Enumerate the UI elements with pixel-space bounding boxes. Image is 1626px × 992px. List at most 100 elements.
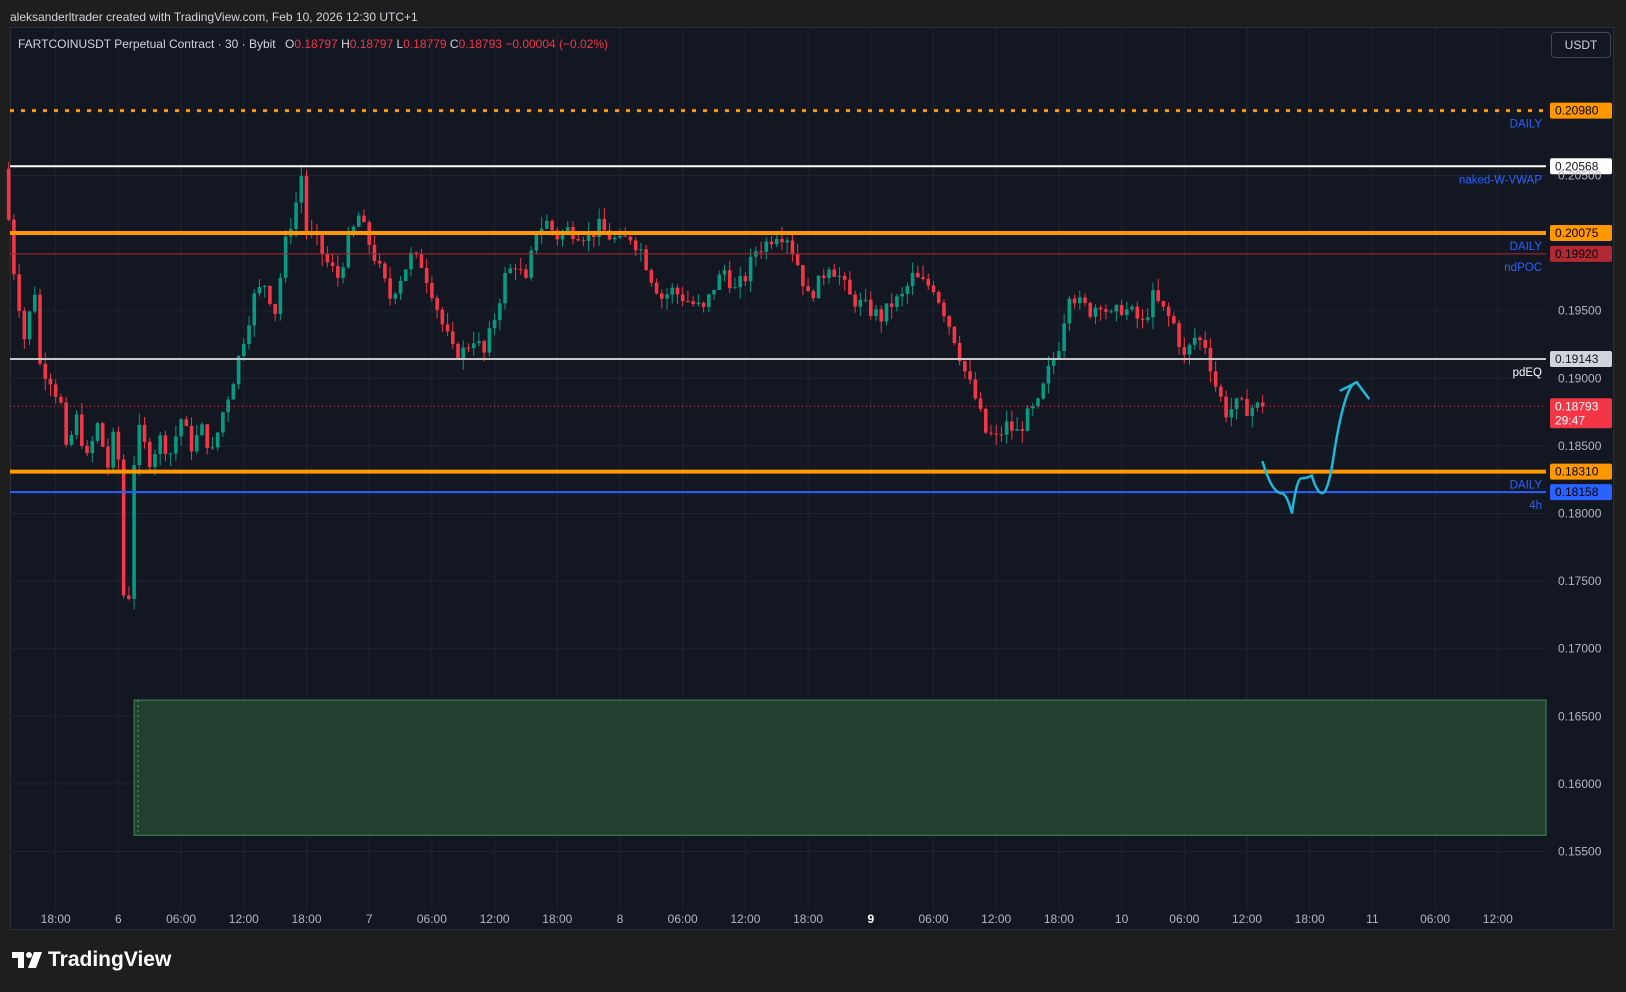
candle-up[interactable] <box>1130 306 1134 310</box>
candle-down[interactable] <box>879 309 884 322</box>
candle-up[interactable] <box>1151 290 1155 318</box>
candle-up[interactable] <box>816 275 821 299</box>
candle-down[interactable] <box>811 291 816 299</box>
candle-up[interactable] <box>215 432 220 448</box>
candle-down[interactable] <box>38 294 42 364</box>
candle-up[interactable] <box>1229 409 1234 418</box>
candle-down[interactable] <box>377 260 382 264</box>
candle-down[interactable] <box>1213 371 1218 387</box>
candle-down[interactable] <box>989 432 993 434</box>
candle-down[interactable] <box>1182 346 1187 355</box>
candle-down[interactable] <box>727 270 732 289</box>
candle-down[interactable] <box>451 331 455 345</box>
candle-down[interactable] <box>80 414 84 446</box>
candle-up[interactable] <box>356 215 361 227</box>
candle-up[interactable] <box>1036 398 1040 407</box>
candle-up[interactable] <box>665 294 669 299</box>
candle-up[interactable] <box>137 424 142 466</box>
candle-down[interactable] <box>994 433 998 435</box>
candle-down[interactable] <box>524 269 528 278</box>
candle-up[interactable] <box>707 294 711 307</box>
candle-up[interactable] <box>717 274 722 290</box>
candle-down[interactable] <box>947 316 951 327</box>
candle-down[interactable] <box>12 219 16 275</box>
candle-down[interactable] <box>330 262 335 267</box>
candle-up[interactable] <box>153 453 157 468</box>
candle-up[interactable] <box>712 289 716 295</box>
candle-down[interactable] <box>821 275 826 278</box>
candle-down[interactable] <box>85 445 89 454</box>
candle-up[interactable] <box>1030 406 1035 409</box>
candle-down[interactable] <box>654 282 659 294</box>
tradingview-logo[interactable]: TradingView <box>12 948 171 972</box>
candle-down[interactable] <box>973 379 978 399</box>
candle-down[interactable] <box>435 298 439 310</box>
candle-down[interactable] <box>957 342 962 362</box>
candle-up[interactable] <box>461 347 466 358</box>
candle-down[interactable] <box>644 249 648 271</box>
candle-up[interactable] <box>200 424 204 436</box>
candle-down[interactable] <box>1135 306 1140 319</box>
candle-down[interactable] <box>680 294 685 302</box>
candle-up[interactable] <box>351 226 356 236</box>
candle-down[interactable] <box>759 251 763 253</box>
candle-up[interactable] <box>895 296 899 307</box>
candle-down[interactable] <box>1156 290 1160 302</box>
candle-up[interactable] <box>409 252 413 270</box>
candle-down[interactable] <box>963 361 967 372</box>
candle-up[interactable] <box>471 343 476 349</box>
candle-up[interactable] <box>74 414 79 435</box>
candle-down[interactable] <box>1020 429 1025 431</box>
candle-down[interactable] <box>795 254 800 266</box>
candle-up[interactable] <box>111 431 115 468</box>
candle-down[interactable] <box>952 326 957 343</box>
candle-down[interactable] <box>780 238 784 243</box>
candle-down[interactable] <box>456 344 460 358</box>
candle-down[interactable] <box>628 236 633 241</box>
candle-down[interactable] <box>466 347 471 349</box>
candle-down[interactable] <box>189 425 194 452</box>
currency-button[interactable]: USDT <box>1551 32 1611 58</box>
candle-down[interactable] <box>675 287 680 295</box>
candle-up[interactable] <box>278 277 283 314</box>
candle-down[interactable] <box>127 595 131 599</box>
candle-up[interactable] <box>90 440 95 454</box>
candle-up[interactable] <box>837 275 842 277</box>
candle-up[interactable] <box>534 233 539 251</box>
candle-down[interactable] <box>53 384 58 397</box>
candle-down[interactable] <box>983 408 988 433</box>
candle-down[interactable] <box>1088 303 1093 317</box>
candle-down[interactable] <box>64 402 68 445</box>
candle-down[interactable] <box>806 286 810 292</box>
candle-down[interactable] <box>6 168 11 220</box>
candle-down[interactable] <box>842 275 847 280</box>
candle-up[interactable] <box>612 237 617 240</box>
candle-down[interactable] <box>1140 318 1145 320</box>
candle-up[interactable] <box>283 236 288 278</box>
candle-down[interactable] <box>440 309 445 325</box>
candle-up[interactable] <box>900 293 904 297</box>
candle-up[interactable] <box>247 325 251 345</box>
candle-up[interactable] <box>597 218 601 238</box>
candle-down[interactable] <box>999 434 1004 436</box>
candle-up[interactable] <box>670 287 675 295</box>
candle-up[interactable] <box>1057 351 1061 359</box>
candle-up[interactable] <box>733 287 737 289</box>
candle-up[interactable] <box>618 235 622 238</box>
candle-down[interactable] <box>649 270 654 283</box>
candle-down[interactable] <box>184 419 189 426</box>
candle-down[interactable] <box>660 293 664 299</box>
candle-up[interactable] <box>477 341 481 344</box>
candle-down[interactable] <box>1260 402 1265 407</box>
candle-up[interactable] <box>827 269 831 278</box>
candle-up[interactable] <box>874 309 878 316</box>
candle-up[interactable] <box>1125 309 1129 315</box>
candle-up[interactable] <box>1192 337 1197 345</box>
candle-up[interactable] <box>586 233 591 241</box>
candle-down[interactable] <box>1166 306 1171 317</box>
candle-up[interactable] <box>905 286 910 294</box>
candle-down[interactable] <box>48 378 53 385</box>
candle-down[interactable] <box>942 302 946 317</box>
projection-path[interactable] <box>1261 381 1358 514</box>
candle-up[interactable] <box>1187 344 1192 355</box>
